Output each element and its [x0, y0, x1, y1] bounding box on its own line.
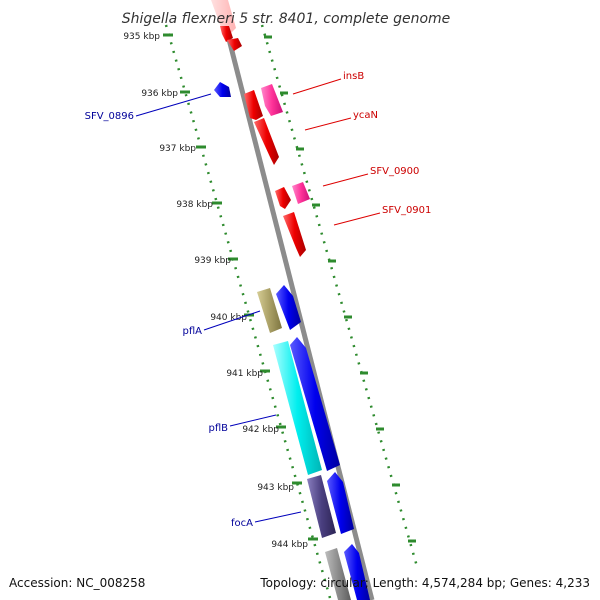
gene-label-pfla[interactable]: pflA [183, 326, 203, 337]
gene-label-sfv0900[interactable]: SFV_0900 [370, 166, 419, 177]
gene-feature-sfv0901[interactable] [283, 212, 306, 257]
callout-lines-right [292, 78, 381, 226]
topology-text: Topology: circular; Length: 4,574,284 bp… [259, 576, 590, 590]
gene-label-pflb[interactable]: pflB [208, 423, 228, 434]
gene-feature-ycan[interactable] [254, 118, 279, 165]
gene-feature-pflb-cyan[interactable] [273, 341, 322, 475]
gene-feature-sfv0900-red[interactable] [275, 187, 291, 209]
ruler-label-943: 943 kbp [257, 483, 294, 493]
gene-feature-insb-red[interactable] [244, 90, 263, 120]
ruler-label-940: 940 kbp [210, 313, 247, 323]
gene-feature-pfla[interactable] [276, 285, 301, 330]
gene-feature-insb-pink[interactable] [261, 84, 283, 116]
gene-feature-gray[interactable] [325, 548, 351, 600]
gene-feature-sfv0896[interactable] [214, 82, 231, 97]
ruler-label-938: 938 kbp [176, 200, 213, 210]
right-ruler-ticks [264, 35, 416, 543]
gene-label-sfv0896[interactable]: SFV_0896 [85, 111, 134, 122]
left-ruler-line [164, 24, 332, 599]
gene-label-ycan[interactable]: ycaN [353, 110, 378, 121]
gene-label-insb[interactable]: insB [343, 71, 364, 82]
gene-feature-pflb-blue[interactable] [290, 337, 340, 471]
map-title: Shigella flexneri 5 str. 8401, complete … [122, 11, 451, 27]
gene-label-sfv0901[interactable]: SFV_0901 [382, 205, 431, 216]
ruler-label-942: 942 kbp [242, 425, 279, 435]
gene-feature-bottom-blue[interactable] [344, 544, 370, 600]
gene-feature-foca-purple[interactable] [307, 475, 336, 538]
gene-feature-foca-blue[interactable] [327, 472, 354, 534]
ruler-label-944: 944 kbp [271, 540, 308, 550]
ruler-label-937: 937 kbp [159, 144, 196, 154]
gene-label-foca[interactable]: focA [231, 518, 253, 529]
ruler-label-935: 935 kbp [123, 32, 160, 42]
ruler-label-939: 939 kbp [194, 256, 231, 266]
ruler-label-936: 936 kbp [141, 89, 178, 99]
accession-text: Accession: NC_008258 [9, 576, 145, 590]
gene-feature-red-small[interactable] [220, 26, 233, 42]
ruler-label-941: 941 kbp [226, 369, 263, 379]
gene-feature-sfv0900-pink[interactable] [292, 182, 310, 204]
gene-feature-red-small[interactable] [227, 38, 242, 51]
gene-feature-olive[interactable] [257, 288, 282, 333]
callout-lines-left [135, 93, 302, 523]
